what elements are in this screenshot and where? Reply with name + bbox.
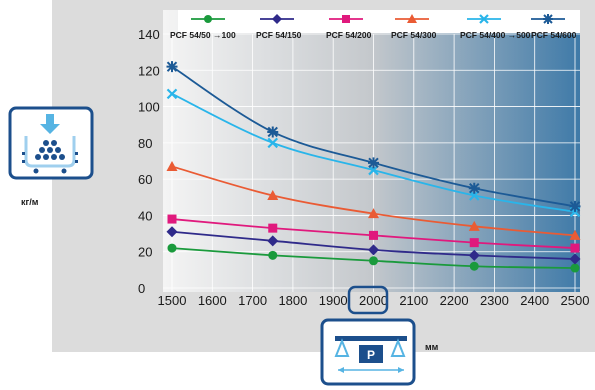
distributed-load-icon xyxy=(8,106,94,180)
y-tick-label: 100 xyxy=(138,100,160,115)
x-tick-label: 1500 xyxy=(158,293,187,308)
series-1 xyxy=(166,226,581,265)
highlight-tick-frame xyxy=(347,285,389,315)
data-point xyxy=(368,208,379,219)
data-point xyxy=(569,200,581,212)
series-5 xyxy=(166,61,581,212)
data-point xyxy=(469,261,479,271)
x-axis-ticks: 1500 1600 1700 1800 1900 2000 2100 2200 2300 2400… xyxy=(158,293,590,308)
data-point xyxy=(468,182,480,194)
y-tick-label: 80 xyxy=(138,136,152,151)
y-axis-ticks: 0 20 40 60 80 100 120 140 xyxy=(138,27,160,296)
data-point xyxy=(469,238,479,248)
legend-marker xyxy=(479,14,489,24)
x-tick-label: 2300 xyxy=(480,293,509,308)
legend-item: PCF 54/200 xyxy=(326,15,372,40)
y-tick-label: 0 xyxy=(138,281,145,296)
data-point xyxy=(569,253,581,265)
y-axis-unit-label: кг/м xyxy=(21,197,39,207)
data-point xyxy=(267,126,279,138)
x-tick-label: 1900 xyxy=(319,293,348,308)
y-tick-label: 120 xyxy=(138,63,160,78)
y-tick-label: 40 xyxy=(138,208,152,223)
span-icon-label: P xyxy=(367,348,375,362)
legend-marker xyxy=(342,15,350,23)
x-tick-label: 1600 xyxy=(198,293,227,308)
legend-item: PCF 54/50 →100 xyxy=(170,15,236,40)
y-tick-label: 60 xyxy=(138,172,152,187)
data-point xyxy=(268,223,278,233)
data-point xyxy=(468,249,480,261)
series-3 xyxy=(166,160,581,240)
data-point xyxy=(468,220,480,231)
y-tick-label: 140 xyxy=(138,27,160,42)
x-tick-label: 2000 xyxy=(359,293,388,308)
legend-item: PCF 54/400 →500 xyxy=(460,14,531,40)
x-tick-label: 2200 xyxy=(440,293,469,308)
data-point xyxy=(166,88,178,100)
legend-item: PCF 54/150 xyxy=(256,14,302,40)
x-tick-label: 1700 xyxy=(238,293,267,308)
legend-label: PCF 54/600 xyxy=(531,30,577,40)
x-tick-label: 2400 xyxy=(520,293,549,308)
data-point xyxy=(166,61,178,73)
legend-marker xyxy=(407,14,417,23)
legend: PCF 54/50 →100 PCF 54/150 PCF 54/200 PCF 54… xyxy=(170,14,577,40)
data-point xyxy=(368,244,379,256)
data-point xyxy=(570,263,580,273)
data-point xyxy=(368,157,379,169)
legend-item: PCF 54/300 xyxy=(391,14,437,40)
beam-span-icon xyxy=(320,318,416,386)
y-tick-label: 20 xyxy=(138,245,152,260)
legend-label: PCF 54/200 xyxy=(326,30,372,40)
data-point xyxy=(267,189,279,200)
series-group xyxy=(166,61,581,273)
x-tick-label: 1800 xyxy=(278,293,307,308)
legend-label: PCF 54/50 →100 xyxy=(170,30,236,40)
data-point xyxy=(166,160,178,171)
x-tick-label: 2100 xyxy=(399,293,428,308)
legend-marker xyxy=(543,14,553,24)
data-point xyxy=(167,243,177,253)
legend-item: PCF 54/600 xyxy=(531,14,577,40)
data-point xyxy=(569,229,581,240)
series-2 xyxy=(167,214,580,253)
data-point xyxy=(166,226,178,238)
data-point xyxy=(268,250,278,260)
series-0 xyxy=(167,243,580,273)
data-point xyxy=(167,214,177,224)
legend-label: PCF 54/400 →500 xyxy=(460,30,531,40)
x-axis-unit-label: мм xyxy=(425,342,439,352)
data-point xyxy=(369,256,378,266)
data-point xyxy=(570,243,580,253)
legend-label: PCF 54/150 xyxy=(256,30,302,40)
legend-label: PCF 54/300 xyxy=(391,30,437,40)
legend-marker xyxy=(204,15,212,23)
data-point xyxy=(267,235,279,247)
x-tick-label: 2500 xyxy=(561,293,590,308)
data-point xyxy=(267,137,279,149)
legend-marker xyxy=(272,14,282,24)
data-point xyxy=(369,230,378,240)
